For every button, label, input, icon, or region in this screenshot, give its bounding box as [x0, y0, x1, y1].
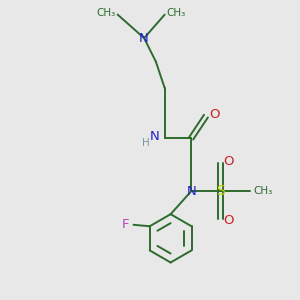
Text: F: F [122, 218, 129, 231]
Text: S: S [216, 184, 225, 198]
Text: O: O [224, 214, 234, 227]
Text: O: O [209, 108, 219, 121]
Text: O: O [224, 155, 234, 168]
Text: N: N [149, 130, 159, 143]
Text: N: N [186, 185, 196, 198]
Text: CH₃: CH₃ [166, 8, 185, 18]
Text: CH₃: CH₃ [97, 8, 116, 18]
Text: N: N [139, 32, 149, 45]
Text: CH₃: CH₃ [254, 186, 273, 196]
Text: H: H [142, 138, 149, 148]
